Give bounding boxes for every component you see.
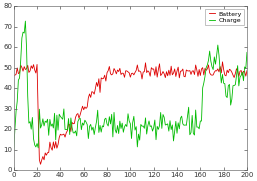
Battery: [245, 70, 249, 72]
Line: Battery: Battery: [14, 62, 247, 164]
Line: Charge: Charge: [14, 21, 247, 150]
Charge: [227, 85, 230, 87]
Battery: [39, 163, 42, 165]
Battery: [111, 73, 114, 75]
Battery: [13, 74, 16, 76]
Battery: [12, 75, 15, 77]
Battery: [98, 91, 102, 93]
Battery: [228, 68, 231, 70]
Charge: [245, 51, 249, 53]
Charge: [34, 146, 38, 148]
Charge: [139, 123, 142, 126]
Battery: [33, 69, 36, 71]
Charge: [111, 136, 114, 138]
Charge: [24, 20, 27, 22]
Charge: [13, 128, 16, 130]
Legend: Battery, Charge: Battery, Charge: [206, 9, 244, 24]
Battery: [139, 71, 142, 73]
Battery: [221, 61, 224, 63]
Charge: [98, 124, 102, 127]
Charge: [12, 149, 15, 151]
